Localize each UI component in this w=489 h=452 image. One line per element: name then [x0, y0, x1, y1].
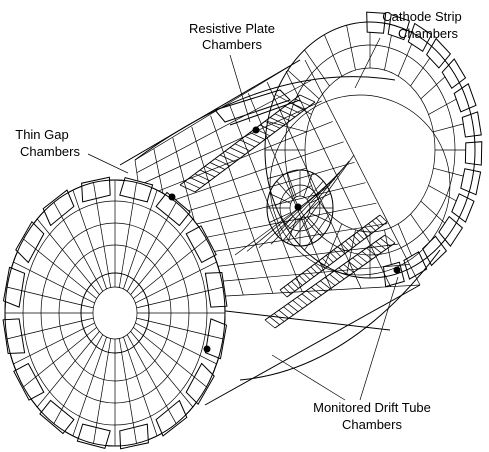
- csc-label-line2: Chambers: [398, 26, 458, 41]
- chamber-markers: [168, 126, 401, 353]
- tgc-label-line2: Chambers: [20, 144, 80, 159]
- label-monitored-drift-tube-chambers: Monitored Drift Tube Chambers: [313, 400, 431, 432]
- front-endcap-wheel: [2, 176, 228, 450]
- mdt-leader-line-2: [359, 276, 399, 401]
- tgc-leader-line: [87, 153, 129, 174]
- mdt-label-line2: Chambers: [342, 417, 402, 432]
- mdt-label-line1: Monitored Drift Tube: [313, 400, 431, 415]
- label-cathode-strip-chambers: Cathode Strip Chambers: [382, 9, 462, 41]
- mdt-rails: [264, 214, 396, 329]
- rpc-label-line1: Resistive Plate: [189, 21, 275, 36]
- rpc-ladder: [179, 89, 316, 193]
- rpc-label-line2: Chambers: [202, 37, 262, 52]
- back-endcap-wheel: [264, 11, 483, 288]
- csc-label-line1: Cathode Strip: [382, 9, 462, 24]
- barrel-inner-chambers: [234, 154, 355, 256]
- csc-leader-line: [354, 37, 381, 89]
- tgc-label-line1: Thin Gap: [15, 127, 68, 142]
- leader-lines: [87, 37, 399, 401]
- rpc-leader-line: [229, 54, 251, 123]
- label-resistive-plate-chambers: Resistive Plate Chambers: [189, 21, 275, 52]
- mdt-leader-line-1: [271, 354, 346, 401]
- label-thin-gap-chambers: Thin Gap Chambers: [15, 127, 80, 159]
